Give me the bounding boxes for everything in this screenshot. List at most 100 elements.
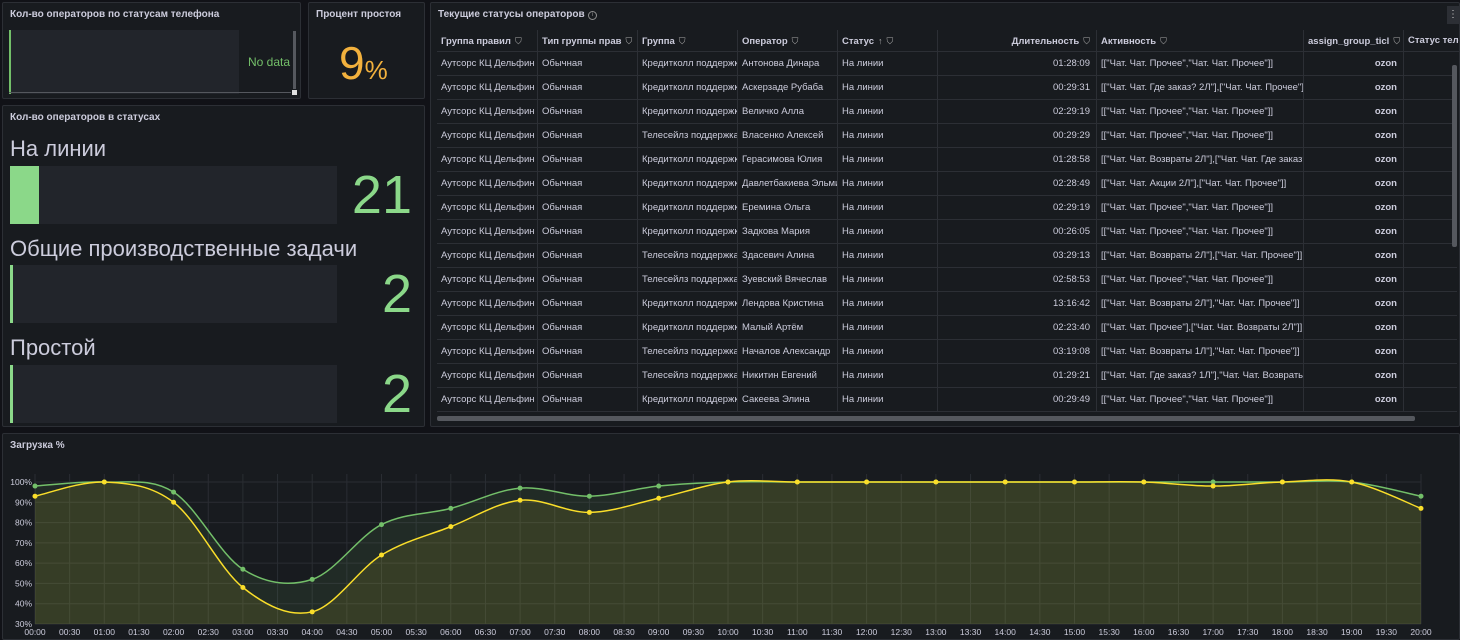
filter-icon[interactable]: ⛉: [1393, 36, 1401, 46]
idle-value: 9: [339, 37, 365, 89]
column-header[interactable]: Длительность ⛉: [938, 30, 1097, 52]
filter-icon[interactable]: ⛉: [625, 36, 633, 46]
table-cell: Аутсорс КЦ Дельфин: [437, 388, 538, 412]
table-cell: Обычная: [538, 220, 638, 244]
table-row[interactable]: Аутсорс КЦ Дельфин Обычная Кредитколл подд…: [437, 52, 1457, 76]
y-tick-label: 90%: [15, 497, 32, 507]
data-point: [1349, 479, 1355, 485]
data-point: [1210, 483, 1216, 489]
resize-handle[interactable]: [292, 90, 297, 95]
table-cell: [["Чат. Чат. Прочее"],["Чат. Чат. Возвра…: [1097, 316, 1304, 340]
panel-menu-icon[interactable]: ⋮: [1447, 6, 1459, 24]
data-point: [517, 497, 523, 503]
no-data-label: No data: [248, 55, 291, 69]
table-cell: Телесейлз поддержка: [638, 244, 738, 268]
column-header[interactable]: Статус ↑ ⛉: [838, 30, 938, 52]
data-point: [1279, 479, 1285, 485]
x-tick-label: 18:30: [1306, 627, 1328, 637]
x-tick-label: 07:00: [509, 627, 531, 637]
table-cell: Малый Артём: [738, 316, 838, 340]
table-cell: Здасевич Алина: [738, 244, 838, 268]
table-row[interactable]: Аутсорс КЦ Дельфин Обычная Кредитколл подд…: [437, 148, 1457, 172]
data-point: [725, 479, 731, 485]
table-cell: 03:29:13: [938, 244, 1097, 268]
x-tick-label: 08:00: [579, 627, 601, 637]
vertical-scrollbar[interactable]: [1452, 65, 1457, 247]
data-point: [586, 509, 592, 515]
table-cell: [["Чат. Чат. Прочее","Чат. Чат. Прочее"]…: [1097, 100, 1304, 124]
table-cell: На линии: [838, 52, 938, 76]
column-header[interactable]: Оператор ⛉: [738, 30, 838, 52]
data-point: [448, 505, 454, 511]
table-header: Группа правил ⛉ Тип группы прав ⛉ Группа ⛉ Опе…: [437, 30, 1459, 52]
table-cell: Аутсорс КЦ Дельфин: [437, 100, 538, 124]
idle-percent-panel: Процент простоя 9%: [308, 2, 425, 99]
table-cell: Обычная: [538, 172, 638, 196]
filter-icon[interactable]: ⛉: [1160, 36, 1167, 46]
x-tick-label: 15:30: [1099, 627, 1121, 637]
table-cell: На линии: [838, 172, 938, 196]
table-cell: На линии: [838, 244, 938, 268]
horizontal-scrollbar[interactable]: [9, 92, 291, 93]
table-row[interactable]: Аутсорс КЦ Дельфин Обычная Кредитколл подд…: [437, 172, 1457, 196]
column-header[interactable]: Тип группы прав ⛉: [538, 30, 638, 52]
horizontal-scrollbar[interactable]: [437, 416, 1415, 421]
x-tick-label: 18:00: [1272, 627, 1294, 637]
x-tick-label: 17:00: [1202, 627, 1224, 637]
table-cell: 02:23:40: [938, 316, 1097, 340]
column-header-label: Активность: [1101, 36, 1157, 47]
table-row[interactable]: Аутсорс КЦ Дельфин Обычная Кредитколл подд…: [437, 76, 1457, 100]
info-icon[interactable]: i: [588, 11, 597, 20]
table-cell: 03:19:08: [938, 340, 1097, 364]
filter-icon[interactable]: ⛉: [514, 36, 522, 46]
table-cell: Аутсорс КЦ Дельфин: [437, 172, 538, 196]
y-tick-label: 60%: [15, 558, 32, 568]
data-point: [1141, 479, 1147, 485]
data-point: [1210, 479, 1216, 485]
x-tick-label: 16:30: [1168, 627, 1190, 637]
status-label-online: На линии: [10, 136, 107, 161]
table-row[interactable]: Аутсорс КЦ Дельфин Обычная Кредитколл подд…: [437, 220, 1457, 244]
table-row[interactable]: Аутсорс КЦ Дельфин Обычная Кредитколл подд…: [437, 316, 1457, 340]
column-header[interactable]: Группа ⛉: [638, 30, 738, 52]
filter-icon[interactable]: ⛉: [1083, 36, 1090, 46]
table-row[interactable]: Аутсорс КЦ Дельфин Обычная Телесейлз подде…: [437, 244, 1457, 268]
table-row[interactable]: Аутсорс КЦ Дельфин Обычная Кредитколл подд…: [437, 292, 1457, 316]
x-tick-label: 05:00: [371, 627, 393, 637]
sort-asc-icon[interactable]: ↑: [878, 36, 883, 46]
table-cell: Телесейлз поддержка: [638, 364, 738, 388]
status-bar-online: [10, 166, 337, 224]
table-row[interactable]: Аутсорс КЦ Дельфин Обычная Телесейлз подде…: [437, 124, 1457, 148]
table-cell: Еремина Ольга: [738, 196, 838, 220]
table-row[interactable]: Аутсорс КЦ Дельфин Обычная Кредитколл подд…: [437, 100, 1457, 124]
column-header[interactable]: assign_group_ticl ⛉: [1304, 30, 1404, 52]
data-point: [864, 479, 870, 485]
x-tick-label: 03:30: [267, 627, 289, 637]
data-point: [933, 479, 939, 485]
table-cell: [1404, 244, 1459, 268]
vertical-scrollbar[interactable]: [293, 31, 296, 89]
data-point: [309, 576, 315, 582]
table-row[interactable]: Аутсорс КЦ Дельфин Обычная Телесейлз подде…: [437, 268, 1457, 292]
table-cell: На линии: [838, 220, 938, 244]
table-cell: ozon: [1304, 196, 1404, 220]
column-header[interactable]: Статус теле: [1404, 30, 1459, 52]
panel-title: Текущие статусы операторов: [438, 9, 585, 20]
x-tick-label: 02:30: [198, 627, 220, 637]
column-header[interactable]: Группа правил ⛉: [437, 30, 538, 52]
filter-icon[interactable]: ⛉: [886, 36, 894, 46]
table-cell: ozon: [1304, 340, 1404, 364]
filter-icon[interactable]: ⛉: [678, 36, 686, 46]
status-bar-fill: [10, 166, 40, 224]
filter-icon[interactable]: ⛉: [791, 36, 799, 46]
data-point: [379, 552, 384, 558]
column-header[interactable]: Активность ⛉: [1097, 30, 1304, 52]
x-tick-label: 14:00: [995, 627, 1017, 637]
table-cell: ozon: [1304, 100, 1404, 124]
table-row[interactable]: Аутсорс КЦ Дельфин Обычная Кредитколл подд…: [437, 196, 1457, 220]
data-point: [448, 524, 454, 530]
table-row[interactable]: Аутсорс КЦ Дельфин Обычная Телесейлз подде…: [437, 340, 1457, 364]
data-point: [794, 479, 800, 485]
table-row[interactable]: Аутсорс КЦ Дельфин Обычная Телесейлз подде…: [437, 364, 1457, 388]
table-row[interactable]: Аутсорс КЦ Дельфин Обычная Кредитколл подд…: [437, 388, 1457, 412]
